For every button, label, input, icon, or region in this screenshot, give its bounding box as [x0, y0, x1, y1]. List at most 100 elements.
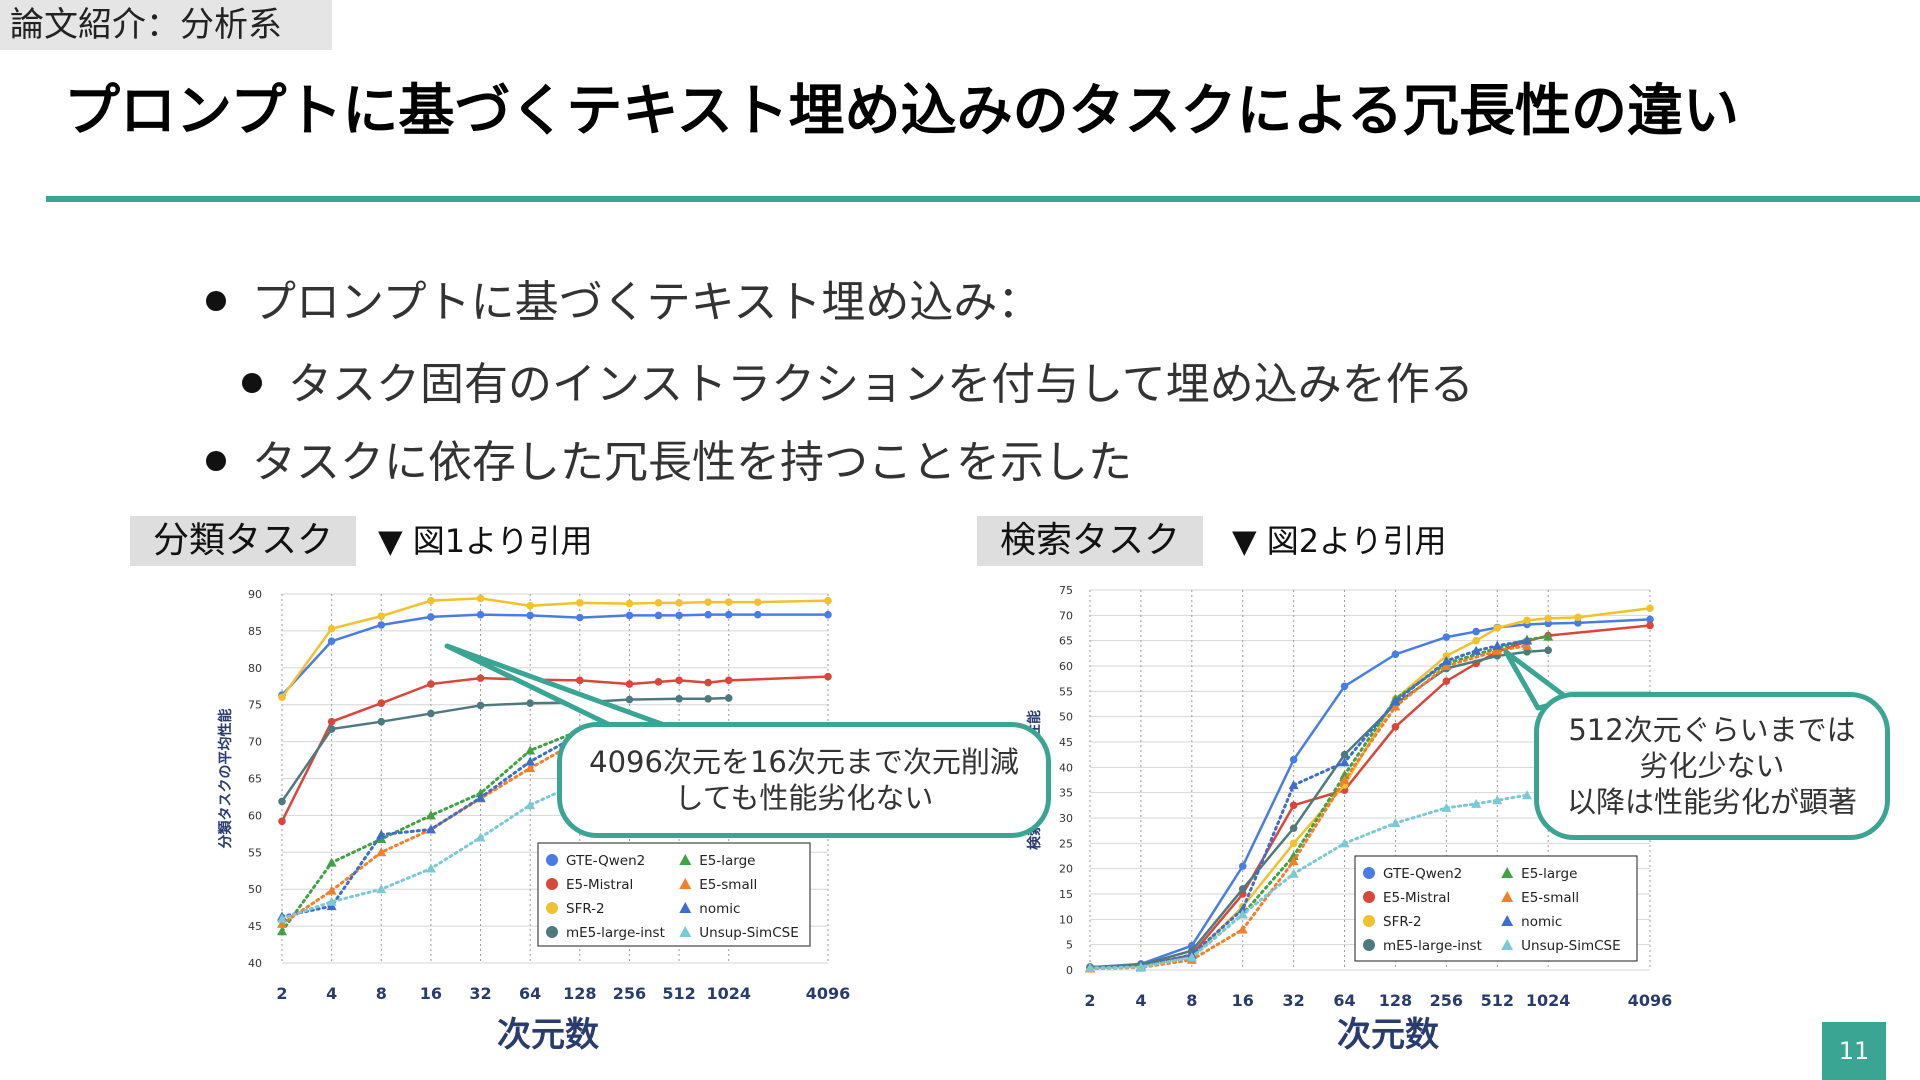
data-point-mE5-large-inst — [704, 694, 712, 703]
data-point-Unsup-SimCSE — [1085, 962, 1095, 972]
data-point-GTE-Qwen2 — [476, 610, 485, 619]
data-point-SFR-2 — [704, 598, 712, 606]
data-point-E5-Mistral — [724, 676, 733, 685]
data-point-E5-Mistral — [654, 678, 663, 686]
data-point-E5-large — [277, 926, 287, 936]
data-point-Unsup-SimCSE — [1186, 952, 1197, 962]
data-point-nomic — [475, 792, 486, 802]
data-point-GTE-Qwen2 — [654, 611, 663, 620]
legend-label: nomic — [699, 901, 740, 917]
x-tick-label: 16 — [420, 984, 442, 1003]
callout-line: 4096次元を16次元まで次元削減 — [589, 745, 1019, 779]
data-point-GTE-Qwen2 — [377, 621, 386, 629]
data-point-SFR-2 — [654, 599, 663, 607]
data-point-E5-Mistral — [1646, 621, 1654, 630]
data-point-E5-small — [525, 763, 536, 773]
data-point-E5-small — [277, 918, 287, 928]
bullet-dot-icon — [206, 291, 226, 311]
x-axis-title: 次元数 — [497, 1015, 599, 1055]
callout-tail — [444, 643, 670, 729]
y-tick-label: 65 — [1059, 635, 1073, 648]
y-tick-label: 90 — [248, 588, 262, 601]
data-point-Unsup-SimCSE — [1522, 790, 1533, 800]
data-point-Unsup-SimCSE — [1288, 868, 1299, 878]
data-point-mE5-large-inst — [1544, 646, 1552, 655]
data-point-nomic — [425, 824, 436, 834]
data-point-mE5-large-inst — [278, 797, 286, 806]
page-number: 11 — [1822, 1022, 1886, 1080]
x-tick-label: 4 — [1135, 991, 1146, 1010]
data-point-GTE-Qwen2 — [427, 613, 435, 621]
y-tick-label: 55 — [248, 846, 262, 859]
data-point-E5-Mistral — [824, 672, 832, 681]
data-point-GTE-Qwen2 — [704, 610, 712, 619]
y-tick-label: 80 — [248, 662, 262, 675]
x-tick-label: 128 — [1379, 991, 1412, 1010]
y-tick-label: 85 — [248, 625, 262, 638]
data-point-SFR-2 — [427, 596, 435, 605]
data-point-GTE-Qwen2 — [625, 611, 634, 620]
legend-marker — [1501, 939, 1514, 950]
legend-label: E5-small — [1521, 890, 1579, 906]
legend-marker — [546, 878, 558, 890]
data-point-E5-Mistral — [704, 678, 712, 687]
x-tick-label: 8 — [1186, 991, 1197, 1010]
chart-1: 40 45 50 55 60 65 70 75 80 85 90 2 4 8 16 32 64 128 256 512… — [217, 588, 850, 1055]
legend-label: mE5-large-inst — [1383, 938, 1482, 954]
data-point-Unsup-SimCSE — [525, 800, 536, 810]
data-point-Unsup-SimCSE — [1390, 818, 1401, 828]
legend-label: nomic — [1521, 914, 1562, 930]
x-tick-label: 4096 — [1628, 991, 1673, 1010]
data-point-SFR-2 — [1289, 839, 1298, 848]
data-point-SFR-2 — [576, 599, 584, 607]
data-point-mE5-large-inst — [377, 717, 386, 726]
x-tick-label: 64 — [1333, 991, 1355, 1010]
legend-marker — [1501, 891, 1514, 902]
legend-marker — [1363, 915, 1375, 927]
y-tick-label: 0 — [1066, 964, 1073, 977]
legend-label: SFR-2 — [566, 901, 605, 917]
chart-2: 0 5 10 15 20 25 30 35 40 45 50 55 60 65 70 75 2 4 8 16 32 64 1… — [1026, 584, 1672, 1055]
data-point-E5-small — [1390, 701, 1401, 711]
y-tick-label: 10 — [1059, 913, 1073, 926]
data-point-nomic — [525, 756, 536, 766]
callout-line: 劣化少ない — [1639, 749, 1785, 783]
data-point-GTE-Qwen2 — [1574, 619, 1582, 627]
data-point-Unsup-SimCSE — [277, 913, 287, 923]
data-point-GTE-Qwen2 — [824, 610, 832, 619]
data-point-E5-Mistral — [576, 676, 584, 685]
bullet-1-1: タスク固有のインストラクションを付与して埋め込みを作る — [242, 356, 1474, 414]
data-point-mE5-large-inst — [327, 725, 336, 733]
x-tick-label: 128 — [563, 984, 596, 1003]
data-point-nomic — [1471, 645, 1482, 655]
data-point-SFR-2 — [1544, 614, 1552, 623]
y-tick-label: 60 — [1059, 660, 1073, 673]
data-point-nomic — [1522, 635, 1533, 645]
data-point-SFR-2 — [625, 599, 634, 608]
legend-box — [537, 842, 811, 947]
legend-marker — [1501, 867, 1514, 878]
legend-label: GTE-Qwen2 — [566, 853, 645, 869]
series-line-E5-small — [1088, 644, 1529, 970]
data-point-E5-Mistral — [675, 676, 683, 685]
legend-label: E5-small — [699, 877, 757, 893]
data-point-E5-Mistral — [427, 680, 435, 688]
page-title: プロンプトに基づくテキスト埋め込みのタスクによる冗長性の違い — [64, 79, 1739, 144]
data-point-GTE-Qwen2 — [1646, 615, 1654, 624]
bullet-dot-icon — [206, 451, 226, 471]
legend-marker — [679, 878, 692, 889]
data-point-SFR-2 — [1442, 652, 1451, 660]
legend-label: Unsup-SimCSE — [699, 925, 798, 941]
x-tick-label: 512 — [1481, 991, 1514, 1010]
legend-label: Unsup-SimCSE — [1521, 938, 1620, 954]
y-tick-label: 25 — [1059, 837, 1073, 850]
chip-classification: 分類タスク — [130, 516, 356, 566]
data-point-mE5-large-inst — [625, 695, 634, 704]
legend-marker — [1501, 915, 1514, 926]
data-point-E5-Mistral — [1289, 801, 1298, 810]
bullet-text: タスクに依存した冗長性を持つことを示した — [252, 437, 1132, 488]
legend-marker — [546, 926, 558, 938]
legend-label: E5-large — [1521, 866, 1577, 882]
series-line-SFR-2 — [280, 597, 830, 699]
